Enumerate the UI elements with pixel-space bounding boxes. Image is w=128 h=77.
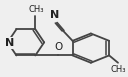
Text: CH₃: CH₃ (28, 5, 44, 14)
Text: N: N (50, 10, 59, 20)
Text: O: O (54, 42, 62, 52)
Text: N: N (5, 38, 14, 48)
Text: CH₃: CH₃ (111, 65, 126, 74)
